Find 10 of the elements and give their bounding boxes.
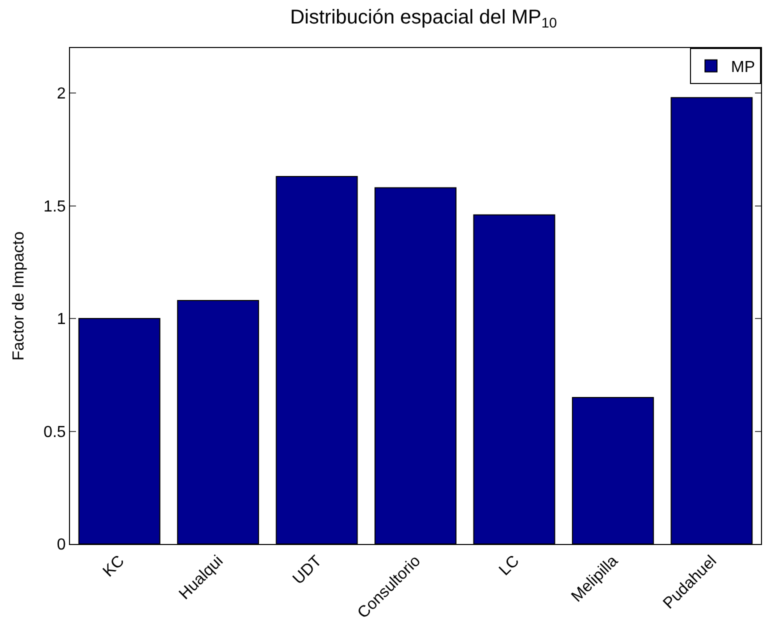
y-tick-label: 0.5	[44, 424, 66, 441]
y-tick-label: 1.5	[44, 198, 66, 216]
x-tick-label: LC	[496, 552, 523, 580]
y-axis-title: Factor de Impacto	[10, 231, 28, 360]
x-tick-label: KC	[100, 552, 128, 580]
y-tick-label: 2	[56, 86, 66, 103]
y-tick-label: 0	[56, 536, 66, 554]
chart-title: Distribución espacial del MP$_{10}$	[290, 6, 558, 31]
y-tick-label: 1	[56, 311, 66, 328]
legend-label: MP	[731, 59, 755, 76]
